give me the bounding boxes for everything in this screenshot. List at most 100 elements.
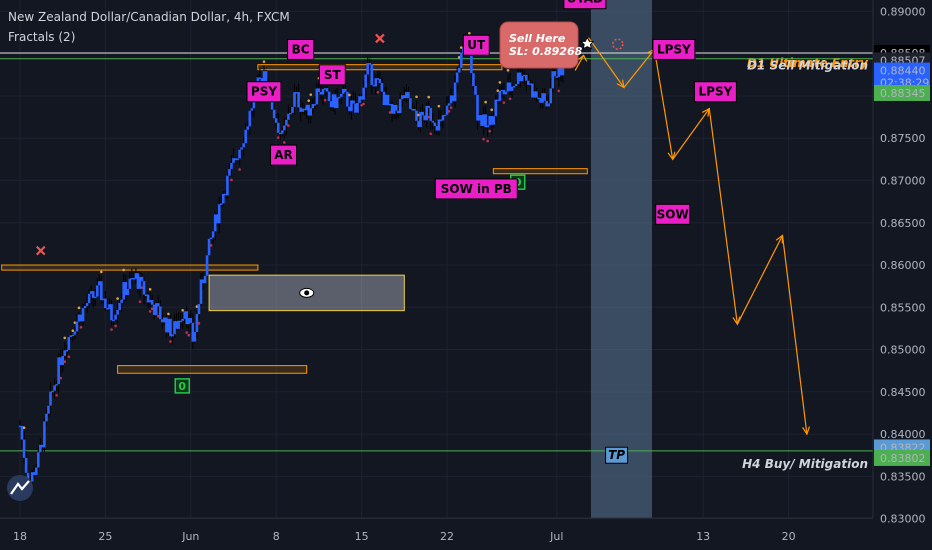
candle-body [81, 308, 85, 322]
tp-label-box [605, 446, 629, 464]
zero-badge-icon [174, 378, 191, 394]
candle-body [191, 322, 195, 342]
fractal-dot [140, 286, 144, 289]
candle-body [256, 77, 260, 83]
candle-body [417, 120, 420, 127]
level-label: H4 Buy/ Mitigation [742, 457, 868, 471]
fractal-dot [496, 89, 500, 92]
candle-body [211, 231, 215, 238]
fractal-dot [482, 137, 485, 141]
price-tick-label: 0.87500 [880, 132, 926, 145]
candle-body [87, 293, 91, 304]
fractal-dot [427, 95, 431, 99]
candle-body [486, 125, 489, 128]
wyckoff-label-box [652, 38, 696, 60]
candle-body [248, 110, 252, 127]
candle-body [213, 214, 217, 232]
candle-body [342, 88, 345, 94]
price-label-box[interactable] [874, 449, 930, 466]
fractal-dot [362, 102, 365, 106]
candle-body [339, 93, 343, 97]
fractal-dot [116, 297, 119, 300]
candle-body [498, 90, 502, 101]
candle-body [185, 311, 189, 325]
candle-body [421, 111, 424, 116]
candle-body [449, 95, 453, 104]
fractal-dot [156, 314, 160, 318]
candle-body [222, 193, 225, 204]
candle-body [272, 109, 276, 119]
sell-note-line2: SL: 0.89268 [509, 45, 583, 58]
candle-body [478, 115, 481, 121]
candle-body [55, 384, 58, 386]
target-icon [612, 38, 624, 50]
candle-body [547, 103, 550, 107]
candle-body [474, 86, 477, 95]
candle-body [197, 303, 201, 315]
candle-body [299, 107, 302, 112]
candle-body [116, 309, 119, 315]
candle-body [71, 334, 75, 337]
candle-body [287, 113, 290, 120]
candle-body [41, 444, 44, 448]
candle-body [291, 106, 294, 113]
price-tick-label: 0.83000 [880, 513, 926, 526]
candle-body [24, 457, 28, 473]
candle-body [370, 64, 374, 85]
price-label-box[interactable] [874, 84, 930, 101]
wyckoff-label: LPSY [699, 85, 733, 99]
candle-body [112, 319, 115, 322]
fractal-dot [457, 56, 461, 59]
candle-body [181, 318, 184, 321]
projection-segment [623, 49, 655, 88]
price-label: 0.88440 [880, 65, 926, 78]
candle-body [423, 115, 426, 121]
fractal-dot [429, 132, 433, 136]
candle-body [297, 92, 300, 108]
candle-body [132, 278, 136, 280]
time-tick-label: 8 [273, 530, 280, 543]
candle-body [557, 62, 561, 77]
candle-body [470, 41, 473, 74]
candle-body [512, 85, 516, 88]
candle-body [165, 317, 168, 333]
wyckoff-label-box [434, 178, 518, 200]
candle-body [110, 304, 113, 321]
candle-body [264, 71, 268, 86]
candle-body [545, 100, 548, 107]
candle-body [551, 71, 555, 89]
projection-segment [708, 108, 738, 325]
candle-body [163, 317, 166, 323]
candle-body [549, 88, 552, 104]
projection-segment [672, 108, 710, 160]
fractal-dot [238, 168, 241, 171]
candle-body [91, 291, 95, 298]
wyckoff-label: PSY [251, 85, 277, 99]
candle-body [285, 119, 288, 126]
fractal-dot [506, 69, 510, 72]
candle-body [230, 162, 233, 169]
wyckoff-label: UT [467, 38, 486, 52]
fractal-dot [459, 46, 463, 49]
candle-body [451, 95, 455, 102]
candle-body [179, 320, 182, 323]
candle-body [199, 279, 203, 304]
fractal-dot [348, 93, 351, 97]
level-label: D1 Sell Mitigation [747, 59, 868, 73]
candle-body [415, 110, 418, 121]
candle-body [309, 108, 313, 116]
candle-body [333, 94, 337, 109]
candle-body [289, 112, 292, 115]
candle-body [39, 444, 42, 453]
candle-body [183, 311, 186, 319]
candle-body [429, 107, 433, 121]
fractal-dot [148, 288, 152, 291]
tradingview-logo-icon[interactable] [7, 475, 33, 501]
candle-body [419, 111, 422, 127]
candle-body [431, 120, 435, 123]
candle-body [380, 82, 384, 92]
projection-segment [781, 235, 808, 435]
candle-body [278, 132, 282, 135]
candle-body [236, 158, 239, 161]
